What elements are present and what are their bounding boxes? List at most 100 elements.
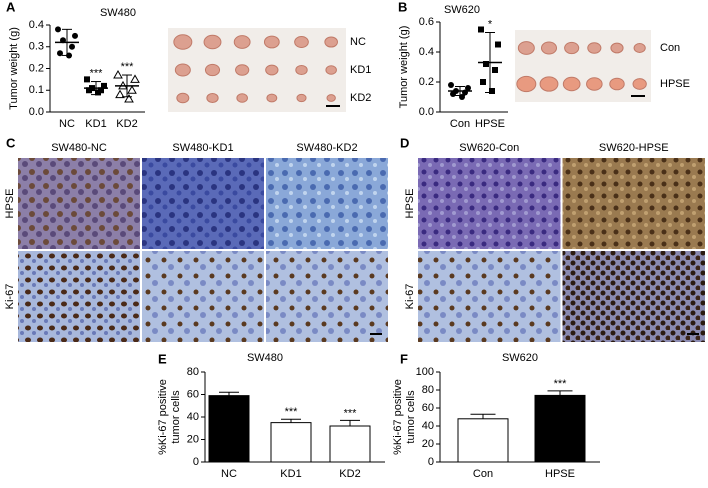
- tumor: [324, 36, 338, 48]
- y-tick-label: 0: [428, 456, 434, 468]
- data-point: [459, 94, 465, 100]
- data-point: [84, 76, 90, 83]
- y-tick-label: 60: [187, 388, 199, 400]
- tumor: [562, 76, 581, 92]
- ihc-image: [418, 251, 561, 342]
- data-point: [127, 85, 137, 94]
- y-axis-label: tumor cells: [405, 390, 417, 444]
- tumor: [610, 42, 624, 54]
- data-point: [101, 82, 107, 89]
- data-point: [483, 61, 489, 67]
- panel-letter: A: [6, 0, 16, 14]
- y-tick-label: 0.4: [29, 19, 44, 31]
- column-label: SW620-HPSE: [599, 142, 669, 154]
- tumor-label: HPSE: [660, 78, 690, 90]
- data-point: [478, 26, 484, 33]
- row-label: Ki-67: [4, 284, 16, 310]
- column-label: SW480-KD1: [172, 142, 233, 154]
- ihc-image: [418, 158, 561, 249]
- bar: [457, 418, 509, 463]
- data-point: [60, 37, 66, 44]
- significance: ***: [285, 406, 299, 418]
- x-tick-label: HPSE: [545, 468, 575, 480]
- y-tick-label: 40: [422, 420, 434, 432]
- y-tick-label: 20: [422, 438, 434, 450]
- chart-title: SW480: [247, 352, 283, 364]
- data-point: [450, 91, 456, 97]
- tumor: [235, 64, 250, 76]
- data-point: [118, 80, 128, 90]
- data-point: [124, 93, 134, 103]
- column-label: SW620-Con: [459, 142, 519, 154]
- data-point: [495, 41, 501, 48]
- tumor: [632, 78, 647, 90]
- y-axis-label: Tumor weight (g): [8, 27, 20, 110]
- data-point: [465, 85, 471, 91]
- chart-title: SW480: [100, 7, 136, 19]
- chart-title: SW620: [444, 4, 480, 16]
- y-tick-label: 0.6: [419, 16, 434, 28]
- panel-letter: C: [6, 135, 16, 150]
- y-tick-label: 0.2: [419, 76, 434, 88]
- ihc-image: [18, 158, 140, 249]
- ihc-image: [142, 158, 264, 249]
- bar: [270, 422, 312, 463]
- y-tick-label: 20: [187, 433, 199, 445]
- y-axis-label: tumor cells: [170, 390, 182, 444]
- row-label: HPSE: [4, 189, 16, 219]
- ihc-image: [142, 251, 264, 342]
- tumor: [176, 92, 190, 104]
- bar: [329, 425, 371, 463]
- tumor: [263, 35, 280, 49]
- tumor-photo: [168, 28, 346, 112]
- y-axis-label: Tumor weight (g): [398, 26, 410, 109]
- data-point: [95, 89, 101, 96]
- data-point: [448, 82, 454, 88]
- panel-letter: D: [400, 135, 409, 150]
- y-tick-label: 0.2: [29, 62, 44, 74]
- significance: ***: [344, 407, 358, 419]
- tumor: [587, 42, 602, 54]
- data-point: [69, 43, 75, 50]
- tumor: [326, 94, 336, 102]
- data-point: [66, 52, 72, 59]
- tumor: [294, 36, 309, 48]
- y-tick-label: 80: [422, 384, 434, 396]
- significance: ***: [554, 378, 568, 390]
- significance: ***: [121, 61, 135, 73]
- data-point: [462, 89, 468, 96]
- tumor: [233, 35, 251, 49]
- tumor: [516, 75, 537, 93]
- bar: [208, 395, 250, 463]
- y-tick-label: 100: [416, 366, 434, 378]
- x-tick-label: KD1: [85, 118, 106, 130]
- panel-letter: F: [400, 351, 408, 366]
- data-point: [113, 70, 123, 79]
- x-tick-label: KD2: [339, 468, 360, 480]
- tumor: [296, 93, 307, 103]
- x-tick-label: NC: [59, 118, 75, 130]
- y-tick-label: 0.3: [29, 41, 44, 53]
- x-tick-label: KD1: [280, 468, 301, 480]
- panel-letter: E: [158, 351, 167, 366]
- y-tick-label: 0.0: [419, 106, 434, 118]
- tumor: [586, 77, 603, 91]
- y-tick-label: 80: [187, 366, 199, 378]
- tumor: [295, 64, 308, 76]
- chart-title: SW620: [502, 352, 538, 364]
- data-point: [489, 88, 495, 94]
- tumor: [517, 41, 535, 55]
- x-tick-label: KD2: [116, 118, 137, 130]
- tumor: [236, 93, 248, 103]
- tumor: [540, 41, 558, 55]
- data-point: [115, 89, 125, 99]
- tumor: [206, 92, 219, 104]
- tumor-label: Con: [660, 42, 680, 54]
- y-tick-label: 0.0: [29, 106, 44, 118]
- tumor: [266, 93, 278, 103]
- row-label: Ki-67: [404, 284, 416, 310]
- ihc-image: [266, 251, 388, 342]
- panel-letter: B: [398, 0, 407, 14]
- tumor: [174, 63, 191, 77]
- data-point: [492, 67, 498, 73]
